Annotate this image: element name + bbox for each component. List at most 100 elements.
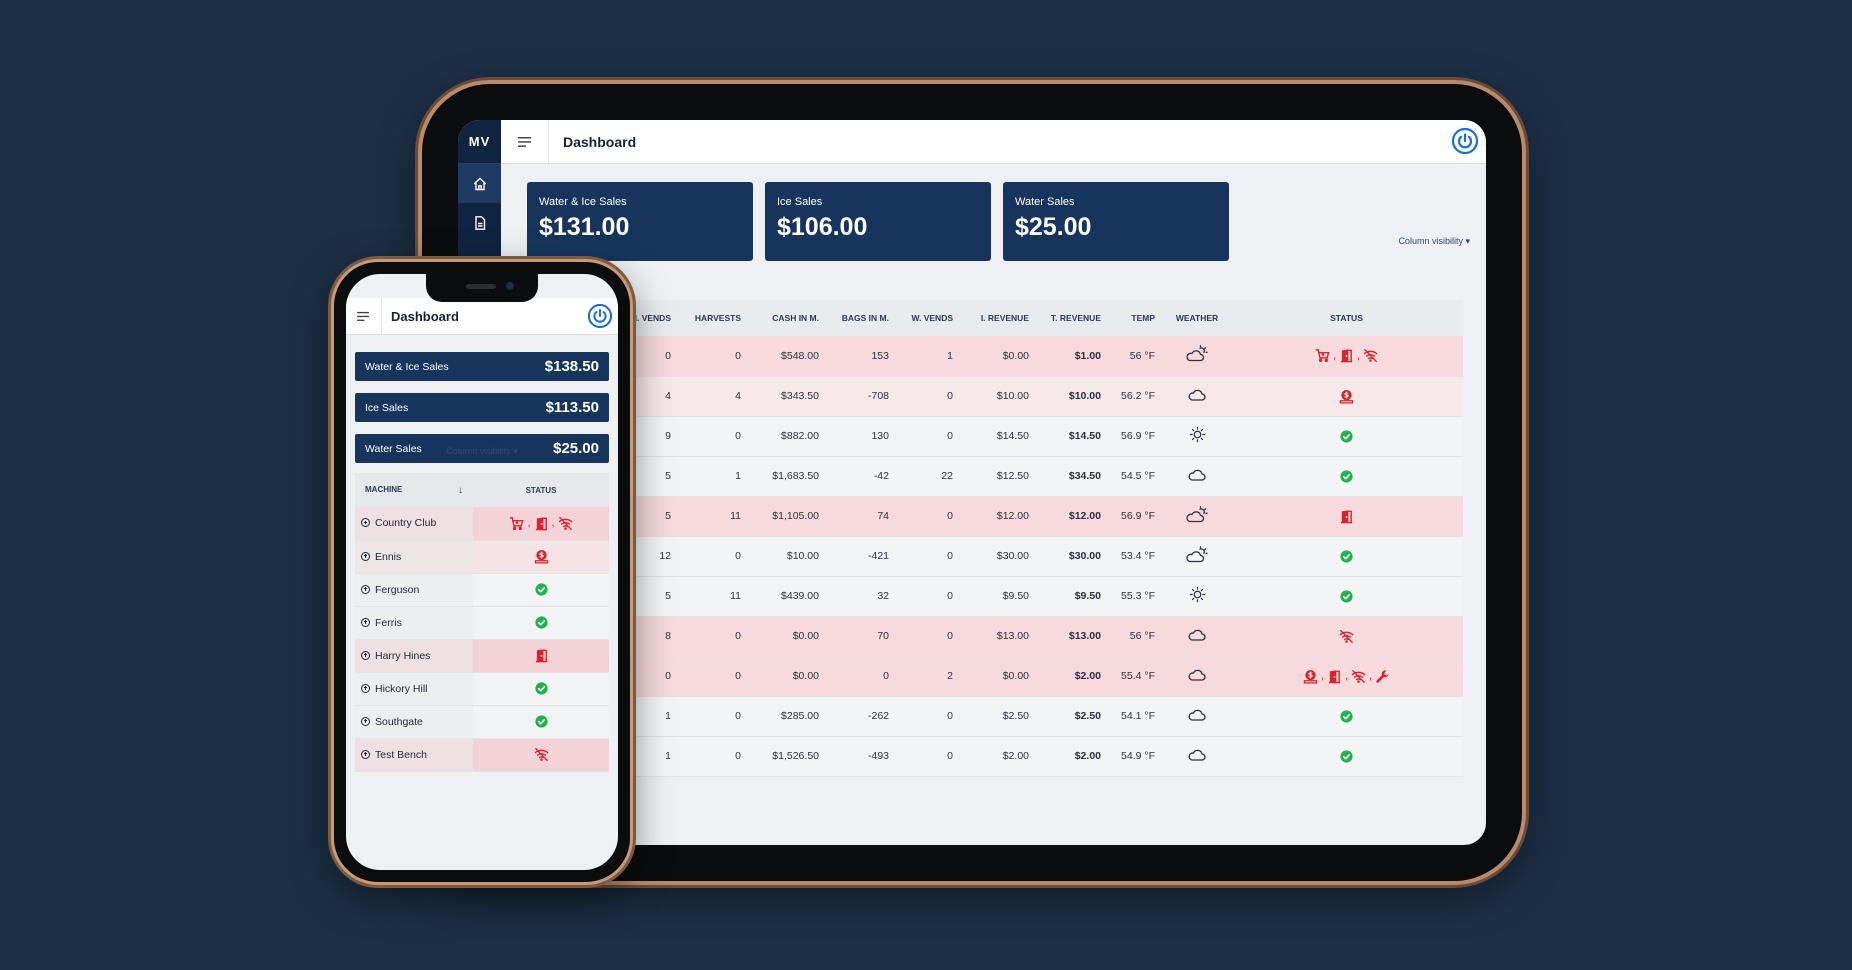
harvests: 11 <box>680 576 750 617</box>
column-header[interactable]: W. VENDS <box>898 300 962 336</box>
water-vends: 0 <box>898 496 962 537</box>
weather-cell <box>1164 416 1230 457</box>
wifi-off-icon[interactable] <box>534 747 549 762</box>
table-row[interactable]: Hickory Hill <box>355 672 609 706</box>
card-label: Ice Sales <box>365 401 409 414</box>
expand-icon[interactable] <box>361 518 370 528</box>
machine-cell[interactable]: Ennis <box>355 540 473 574</box>
machine-name: Test Bench <box>375 748 427 761</box>
table-row[interactable]: Harry Hines <box>355 639 609 673</box>
bags-in-machine: 32 <box>828 576 898 617</box>
door-icon[interactable] <box>1327 669 1342 684</box>
status-cell <box>1230 456 1463 497</box>
door-icon[interactable] <box>1339 509 1354 524</box>
expand-icon[interactable] <box>361 584 370 594</box>
ice-revenue: $2.00 <box>962 736 1038 777</box>
check-icon[interactable] <box>534 681 549 696</box>
door-icon[interactable] <box>1339 348 1354 363</box>
card-water-ice-sales: Water & Ice Sales $138.50 <box>355 352 609 381</box>
table-row[interactable]: 1 0 $285.00 -262 0 $2.50 $2.50 54.1 °F <box>554 696 1463 737</box>
column-header[interactable]: CASH IN M. <box>750 300 828 336</box>
money-icon[interactable]: $ <box>534 549 549 564</box>
check-icon[interactable] <box>1339 709 1354 724</box>
card-ice-sales: Ice Sales $106.00 <box>765 182 991 261</box>
table-row[interactable]: Ferris <box>355 606 609 640</box>
column-header[interactable]: HARVESTS <box>680 300 750 336</box>
expand-icon[interactable] <box>361 551 370 561</box>
sidebar-item-home[interactable] <box>458 164 501 203</box>
expand-icon[interactable] <box>361 683 370 693</box>
column-visibility-toggle[interactable]: Column visibility ▾ <box>1398 236 1470 246</box>
table-row[interactable]: Ferguson <box>355 573 609 607</box>
column-header[interactable]: TEMP <box>1110 300 1164 336</box>
expand-icon[interactable] <box>361 716 370 726</box>
wifi-off-icon[interactable] <box>1351 669 1366 684</box>
door-icon[interactable] <box>534 648 549 663</box>
table-row[interactable]: n 0 0 $0.00 0 2 $0.00 $2.00 55.4 °F $,,, <box>554 656 1463 697</box>
money-icon[interactable]: $ <box>1339 389 1354 404</box>
column-header-status[interactable]: STATUS <box>473 473 609 507</box>
table-row[interactable]: 8 0 $0.00 70 0 $13.00 $13.00 56 °F <box>554 616 1463 657</box>
sidebar-item-reports[interactable] <box>458 203 501 242</box>
table-row[interactable]: 12 0 $10.00 -421 0 $30.00 $30.00 53.4 °F <box>554 536 1463 577</box>
table-row[interactable]: Test Bench <box>355 738 609 772</box>
check-icon[interactable] <box>1339 749 1354 764</box>
table-row[interactable]: Ennis $ <box>355 540 609 574</box>
expand-icon[interactable] <box>361 617 370 627</box>
machine-cell[interactable]: Ferris <box>355 606 473 640</box>
column-header[interactable]: T. REVENUE <box>1038 300 1110 336</box>
status-cell: ,, <box>473 507 609 541</box>
column-visibility-toggle[interactable]: Column visibility ▾ <box>446 446 518 456</box>
weather-cell <box>1164 656 1230 697</box>
machine-cell[interactable]: Country Club <box>355 507 473 541</box>
table-row[interactable]: 9 0 $882.00 130 0 $14.50 $14.50 56.9 °F <box>554 416 1463 457</box>
table-row[interactable]: 4 4 $343.50 -708 0 $10.00 $10.00 56.2 °F… <box>554 376 1463 417</box>
table-row[interactable]: 0 0 $548.00 153 1 $0.00 $1.00 56 °F ,, <box>554 336 1463 377</box>
wifi-off-icon[interactable] <box>1339 629 1354 644</box>
check-icon[interactable] <box>534 714 549 729</box>
check-icon[interactable] <box>1339 589 1354 604</box>
check-icon[interactable] <box>1339 429 1354 444</box>
wrench-icon[interactable] <box>1375 669 1390 684</box>
machine-cell[interactable]: Test Bench <box>355 738 473 772</box>
power-icon[interactable] <box>588 304 612 328</box>
column-header[interactable]: BAGS IN M. <box>828 300 898 336</box>
power-icon[interactable] <box>1452 128 1478 154</box>
column-header[interactable]: STATUS <box>1230 300 1463 336</box>
table-row[interactable]: 5 1 $1,683.50 -42 22 $12.50 $34.50 54.5 … <box>554 456 1463 497</box>
money-icon[interactable]: $ <box>1303 669 1318 684</box>
machine-cell[interactable]: Harry Hines <box>355 639 473 673</box>
status-cell <box>1230 576 1463 617</box>
cash-in-machine: $548.00 <box>750 336 828 377</box>
wifi-off-icon[interactable] <box>558 516 573 531</box>
column-header[interactable]: WEATHER <box>1164 300 1230 336</box>
machine-cell[interactable]: Hickory Hill <box>355 672 473 706</box>
check-icon[interactable] <box>534 582 549 597</box>
column-header-machine[interactable]: MACHINE ↓ <box>355 473 473 507</box>
total-revenue: $2.00 <box>1038 736 1110 777</box>
menu-toggle-button[interactable] <box>346 297 382 335</box>
table-header: ↓ I. VENDS HARVESTS CASH IN M. BAGS IN M… <box>554 300 1463 336</box>
card-water-sales: Water Sales $25.00 <box>1003 182 1229 261</box>
table-row[interactable]: Southgate <box>355 705 609 739</box>
check-icon[interactable] <box>534 615 549 630</box>
cart-icon[interactable] <box>1315 348 1330 363</box>
check-icon[interactable] <box>1339 469 1354 484</box>
temperature: 55.4 °F <box>1110 656 1164 697</box>
menu-toggle-button[interactable] <box>501 120 549 164</box>
cash-in-machine: $882.00 <box>750 416 828 457</box>
table-row[interactable]: 5 11 $439.00 32 0 $9.50 $9.50 55.3 °F <box>554 576 1463 617</box>
door-icon[interactable] <box>534 516 549 531</box>
column-header[interactable]: I. REVENUE <box>962 300 1038 336</box>
machine-cell[interactable]: Ferguson <box>355 573 473 607</box>
machine-cell[interactable]: Southgate <box>355 705 473 739</box>
wifi-off-icon[interactable] <box>1363 348 1378 363</box>
expand-icon[interactable] <box>361 749 370 759</box>
check-icon[interactable] <box>1339 549 1354 564</box>
table-row[interactable]: Country Club ,, <box>355 507 609 541</box>
expand-icon[interactable] <box>361 650 370 660</box>
table-row[interactable]: 5 11 $1,105.00 74 0 $12.00 $12.00 56.9 °… <box>554 496 1463 537</box>
table-body: Country Club ,, Ennis $ Ferguson Ferris … <box>355 507 609 772</box>
table-row[interactable]: 1 0 $1,526.50 -493 0 $2.00 $2.00 54.9 °F <box>554 736 1463 777</box>
cart-icon[interactable] <box>509 516 524 531</box>
